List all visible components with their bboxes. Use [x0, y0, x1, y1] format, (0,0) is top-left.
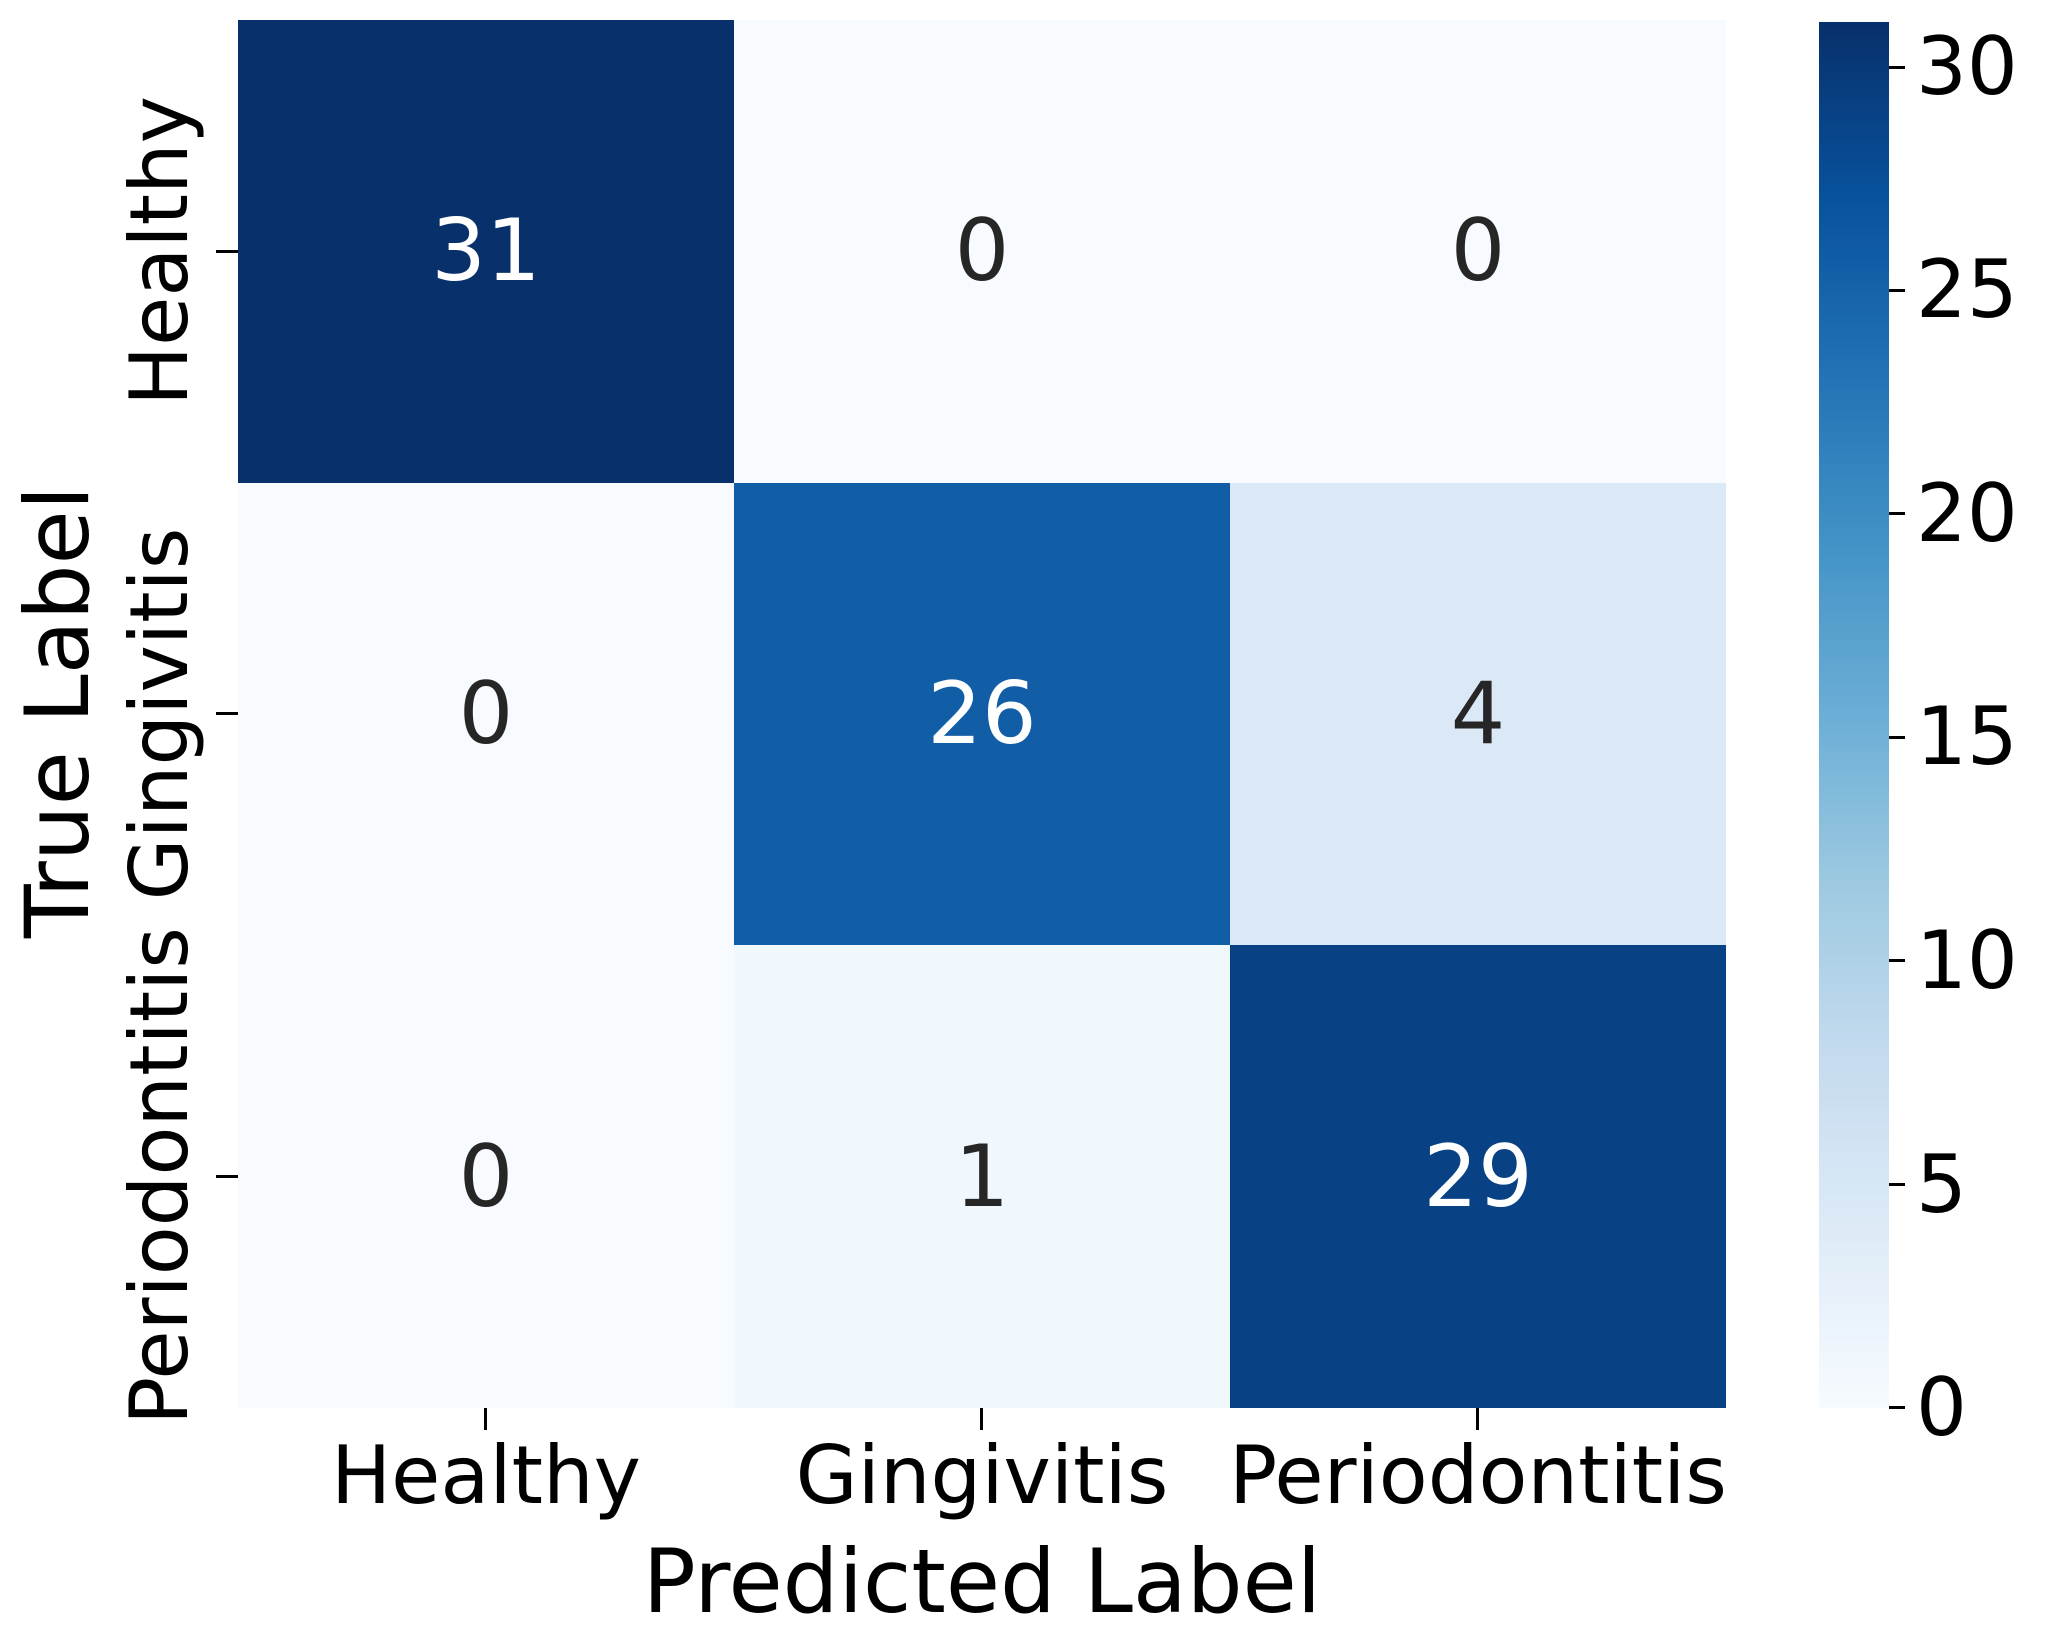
heatmap-cell-healthy-gingivitis: 0 — [734, 20, 1230, 483]
colorbar-tick-label-25: 25 — [1916, 243, 2018, 336]
y-tick-mark — [216, 250, 238, 253]
y-tick-mark — [216, 712, 238, 715]
y-tick-label-periodontitis: Periodontitis — [113, 927, 206, 1425]
colorbar-gradient — [1819, 22, 1889, 1408]
y-tick-label-gingivitis: Gingivitis — [113, 527, 206, 901]
x-tick-label-gingivitis: Gingivitis — [795, 1429, 1169, 1522]
x-tick-label-periodontitis: Periodontitis — [1229, 1429, 1727, 1522]
x-tick-mark — [980, 1408, 983, 1430]
colorbar-tick-label-15: 15 — [1916, 690, 2018, 783]
x-axis-label: Predicted Label — [642, 1530, 1322, 1633]
x-tick-mark — [1476, 1408, 1479, 1430]
heatmap-cell-gingivitis-healthy: 0 — [238, 482, 734, 946]
colorbar-tick-mark — [1889, 959, 1905, 962]
colorbar-tick-mark — [1889, 1183, 1905, 1186]
heatmap-cell-healthy-healthy: 31 — [238, 20, 734, 483]
colorbar-tick-label-0: 0 — [1916, 1361, 1967, 1454]
colorbar-tick-label-20: 20 — [1916, 467, 2018, 560]
x-tick-mark — [484, 1408, 487, 1430]
colorbar-tick-mark — [1889, 66, 1905, 69]
colorbar-tick-mark — [1889, 1406, 1905, 1409]
heatmap: 31 0 0 0 26 4 0 1 29 — [238, 20, 1726, 1408]
heatmap-cell-healthy-periodontitis: 0 — [1230, 20, 1726, 483]
heatmap-cell-gingivitis-periodontitis: 4 — [1230, 482, 1726, 946]
heatmap-cell-periodontitis-healthy: 0 — [238, 945, 734, 1408]
colorbar-tick-label-10: 10 — [1916, 914, 2018, 1007]
y-tick-label-healthy: Healthy — [113, 95, 206, 407]
colorbar-tick-mark — [1889, 512, 1905, 515]
x-tick-label-healthy: Healthy — [330, 1429, 642, 1522]
heatmap-cell-gingivitis-gingivitis: 26 — [734, 482, 1230, 946]
heatmap-cell-periodontitis-periodontitis: 29 — [1230, 945, 1726, 1408]
colorbar-tick-mark — [1889, 289, 1905, 292]
colorbar-tick-label-30: 30 — [1916, 20, 2018, 113]
colorbar-tick-label-5: 5 — [1916, 1138, 1967, 1231]
colorbar-tick-mark — [1889, 736, 1905, 739]
heatmap-cell-periodontitis-gingivitis: 1 — [734, 945, 1230, 1408]
y-tick-mark — [216, 1175, 238, 1178]
y-axis-label: True Label — [6, 485, 109, 939]
